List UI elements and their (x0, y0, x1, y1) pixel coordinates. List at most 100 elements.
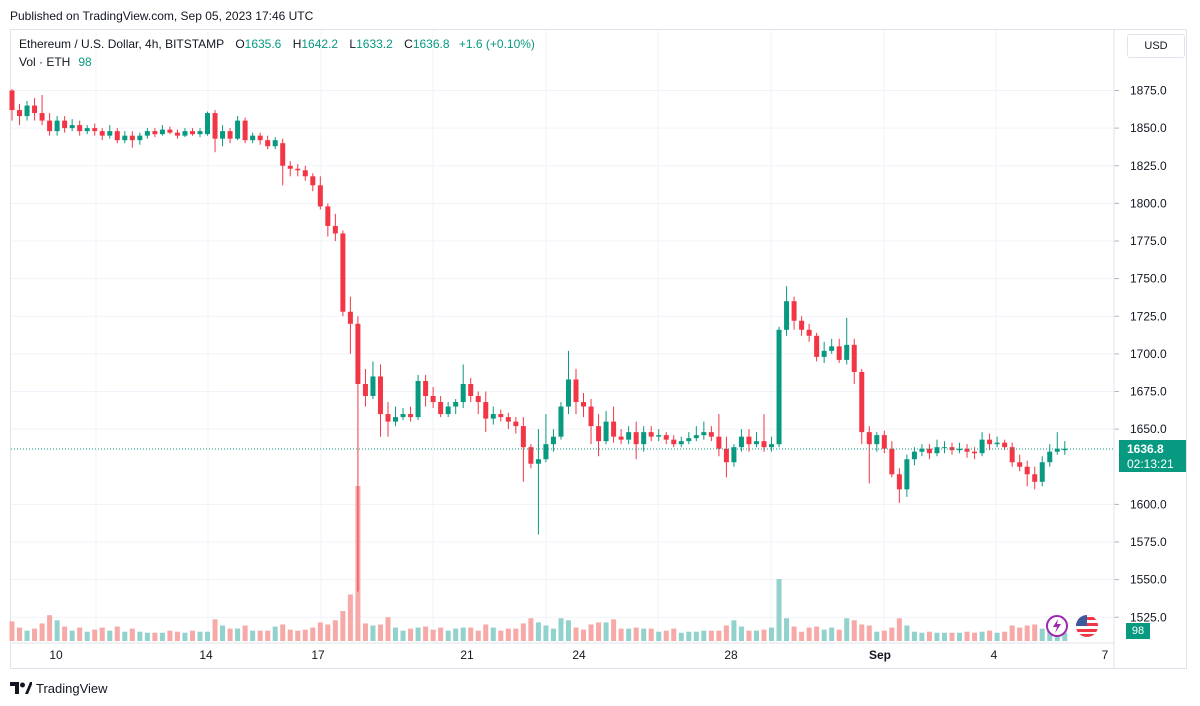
volume-bar (385, 617, 391, 641)
volume-bar (656, 631, 662, 641)
volume-bar (430, 629, 436, 641)
volume-bar (994, 632, 1000, 641)
candle-body (423, 380, 429, 397)
candle-body (701, 432, 707, 436)
candle-body (9, 90, 15, 111)
volume-bar (934, 632, 940, 641)
volume-bar (641, 628, 647, 641)
candle-body (543, 444, 549, 460)
candle-body (784, 301, 790, 330)
candle-body (99, 131, 105, 136)
candle-body (189, 131, 195, 135)
candle-body (332, 225, 338, 234)
candle-body (205, 113, 211, 135)
candle-body (979, 439, 985, 454)
candle-body (934, 447, 940, 454)
currency-button[interactable]: USD (1127, 34, 1185, 58)
candle-body (468, 383, 474, 397)
candle-body (565, 379, 571, 407)
candle-body (836, 346, 842, 360)
candle-body (152, 131, 158, 135)
volume-bar (949, 632, 955, 641)
candle-body (671, 439, 677, 445)
candle-body (829, 346, 835, 351)
candle-body (851, 344, 857, 372)
x-tick-label: Sep (869, 648, 891, 662)
candle-body (633, 432, 639, 445)
volume-bar (716, 630, 722, 641)
volume-bar (197, 631, 203, 641)
candle-body (874, 435, 880, 445)
x-tick-label: 10 (49, 648, 63, 662)
candle-body (39, 113, 45, 121)
volume-bar (182, 632, 188, 641)
volume-bar (1002, 631, 1008, 641)
candle-body (212, 113, 218, 139)
volume-bar (340, 611, 346, 641)
volume-bar (505, 628, 511, 641)
candle-body (603, 421, 609, 442)
y-tick-label: 1675.0 (1130, 385, 1167, 399)
volume-bar (310, 627, 316, 641)
candle-body (272, 140, 278, 147)
volume-bar (753, 630, 759, 641)
volume-legend: Vol · ETH 98 (19, 55, 92, 69)
us-flag-icon[interactable] (1076, 615, 1098, 637)
y-tick-label: 1575.0 (1130, 535, 1167, 549)
volume-bar (881, 630, 887, 641)
volume-bar (1062, 632, 1068, 641)
lightning-icon[interactable] (1046, 615, 1068, 637)
candle-body (663, 435, 669, 440)
volume-bar (144, 632, 150, 641)
volume-bar (693, 631, 699, 641)
volume-value-tag: 98 (1126, 623, 1150, 639)
candle-body (528, 447, 534, 464)
candle-body (69, 125, 75, 129)
symbol-label[interactable]: Ethereum / U.S. Dollar, 4h, BITSTAMP (19, 37, 224, 51)
candle-body (1039, 462, 1045, 482)
volume-bar (769, 627, 775, 641)
candle-body (987, 439, 993, 445)
candle-body (220, 131, 226, 139)
volume-bar (626, 628, 632, 641)
candle-body (941, 447, 947, 449)
last-price-tag: 1636.8 02:13:21 (1119, 440, 1186, 472)
bar-countdown: 02:13:21 (1127, 457, 1174, 471)
volume-bar (370, 625, 376, 641)
volume-bar (859, 624, 865, 641)
candle-body (926, 448, 932, 454)
candle-body (889, 448, 895, 475)
volume-bar (325, 624, 331, 641)
candle-body (385, 414, 391, 422)
volume-bar (821, 629, 827, 641)
volume-bar (520, 623, 526, 641)
volume-bar (1024, 625, 1030, 641)
candle-body (340, 233, 346, 312)
y-tick-label: 1650.0 (1130, 422, 1167, 436)
y-tick-label: 1600.0 (1130, 497, 1167, 511)
volume-label[interactable]: Vol · ETH (19, 55, 71, 69)
candle-body (881, 435, 887, 449)
volume-bar (77, 627, 83, 641)
volume-bar (829, 627, 835, 641)
y-tick-label: 1550.0 (1130, 573, 1167, 587)
candle-body (159, 129, 165, 135)
candle-body (1024, 466, 1030, 475)
volume-bar (678, 632, 684, 641)
volume-bar (588, 624, 594, 641)
y-tick-label: 1825.0 (1130, 159, 1167, 173)
candle-body (77, 125, 83, 132)
candle-body (581, 402, 587, 407)
volume-bar (543, 625, 549, 641)
candle-body (520, 426, 526, 448)
volume-bar (701, 630, 707, 641)
candle-body (693, 435, 699, 439)
footer-brand[interactable]: TradingView (10, 681, 108, 697)
volume-bar (287, 629, 293, 641)
volume-bar (573, 627, 579, 641)
volume-bar (784, 618, 790, 641)
ohlc-legend: Ethereum / U.S. Dollar, 4h, BITSTAMP O16… (19, 37, 535, 51)
candle-body (746, 436, 752, 445)
volume-bar (227, 628, 233, 641)
